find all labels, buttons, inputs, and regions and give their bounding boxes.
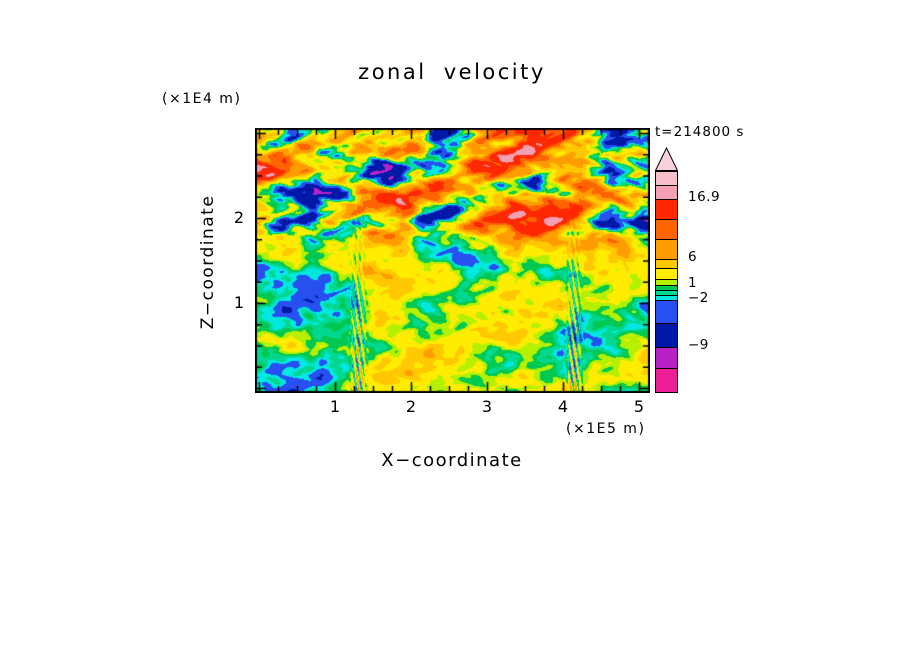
x-tick-label: 4	[557, 397, 569, 416]
colorbar-segment	[656, 300, 677, 323]
colorbar-segment	[656, 295, 677, 300]
colorbar-segment	[656, 368, 677, 392]
y-tick-label: 2	[233, 208, 244, 227]
colorbar-segment	[656, 290, 677, 295]
colorbar-tick-label: −9	[688, 337, 709, 353]
colorbar-tick-label: 6	[688, 249, 698, 265]
x-axis-label: X−coordinate	[381, 450, 523, 471]
colorbar-segment	[656, 185, 677, 199]
x-tick-label: 5	[633, 397, 645, 416]
x-tick-label: 3	[481, 397, 493, 416]
colorbar-scale	[655, 171, 678, 393]
plot-area	[255, 128, 650, 393]
contour-field-canvas	[255, 128, 650, 393]
chart-title: zonal velocity	[358, 60, 546, 84]
colorbar-segment	[656, 219, 677, 239]
y-axis-units-label: (×1E4 m)	[162, 91, 242, 107]
x-tick-label: 2	[405, 397, 417, 416]
colorbar-arrow-icon	[655, 147, 678, 171]
colorbar-segment	[656, 239, 677, 259]
x-axis-units-label: (×1E5 m)	[566, 421, 646, 437]
colorbar-segment	[656, 279, 677, 285]
colorbar-segment	[656, 259, 677, 268]
colorbar-segment	[656, 347, 677, 368]
colorbar-segment	[656, 199, 677, 219]
colorbar-segment	[656, 268, 677, 279]
colorbar	[655, 147, 678, 393]
colorbar-segment	[656, 323, 677, 347]
time-label: t=214800 s	[655, 124, 745, 140]
colorbar-tick-label: 1	[688, 275, 698, 291]
x-tick-label: 1	[329, 397, 341, 416]
colorbar-segment	[656, 285, 677, 290]
colorbar-tick-label: 16.9	[688, 189, 721, 205]
y-tick-label: 1	[233, 293, 244, 312]
colorbar-tick-label: −2	[688, 290, 709, 306]
colorbar-segment	[656, 172, 677, 185]
